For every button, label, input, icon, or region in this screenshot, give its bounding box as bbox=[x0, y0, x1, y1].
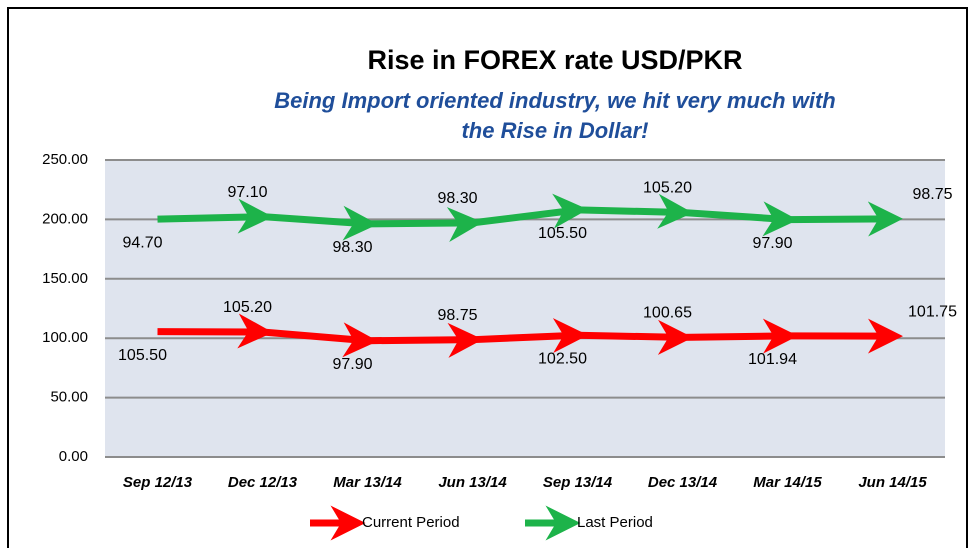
data-label: 98.75 bbox=[912, 186, 952, 203]
data-label: 100.65 bbox=[643, 305, 692, 322]
data-label: 94.70 bbox=[122, 234, 162, 251]
data-label: 105.50 bbox=[538, 225, 587, 242]
series-line bbox=[157, 313, 903, 358]
y-tick-label: 100.00 bbox=[42, 329, 88, 346]
data-label: 105.20 bbox=[223, 299, 272, 316]
x-tick-label: Jun 14/15 bbox=[858, 474, 927, 491]
legend-label: Last Period bbox=[577, 514, 653, 531]
x-tick-label: Jun 13/14 bbox=[438, 474, 507, 491]
data-label: 98.75 bbox=[437, 307, 477, 324]
y-tick-label: 200.00 bbox=[42, 210, 88, 227]
data-label: 105.20 bbox=[643, 180, 692, 197]
y-tick-label: 150.00 bbox=[42, 270, 88, 287]
x-tick-label: Mar 13/14 bbox=[333, 474, 402, 491]
data-label: 105.50 bbox=[118, 347, 167, 364]
data-label: 98.30 bbox=[437, 190, 477, 207]
series-line bbox=[157, 193, 903, 242]
data-label: 97.90 bbox=[332, 356, 372, 373]
x-tick-label: Dec 13/14 bbox=[648, 474, 718, 491]
chart-subtitle: the Rise in Dollar! bbox=[461, 118, 648, 143]
data-label: 101.94 bbox=[748, 351, 797, 368]
y-tick-label: 0.00 bbox=[59, 448, 88, 465]
chart-subtitle: Being Import oriented industry, we hit v… bbox=[274, 88, 835, 113]
data-label: 97.90 bbox=[752, 235, 792, 252]
data-label: 101.75 bbox=[908, 303, 957, 320]
y-tick-label: 250.00 bbox=[42, 151, 88, 168]
data-label: 102.50 bbox=[538, 350, 587, 367]
y-tick-label: 50.00 bbox=[50, 389, 88, 406]
data-label: 98.30 bbox=[332, 239, 372, 256]
x-tick-label: Dec 12/13 bbox=[228, 474, 298, 491]
x-tick-label: Sep 13/14 bbox=[543, 474, 613, 491]
data-label: 97.10 bbox=[227, 184, 267, 201]
chart-title: Rise in FOREX rate USD/PKR bbox=[367, 45, 742, 75]
x-tick-label: Sep 12/13 bbox=[123, 474, 193, 491]
legend-label: Current Period bbox=[362, 514, 460, 531]
x-tick-label: Mar 14/15 bbox=[753, 474, 822, 491]
